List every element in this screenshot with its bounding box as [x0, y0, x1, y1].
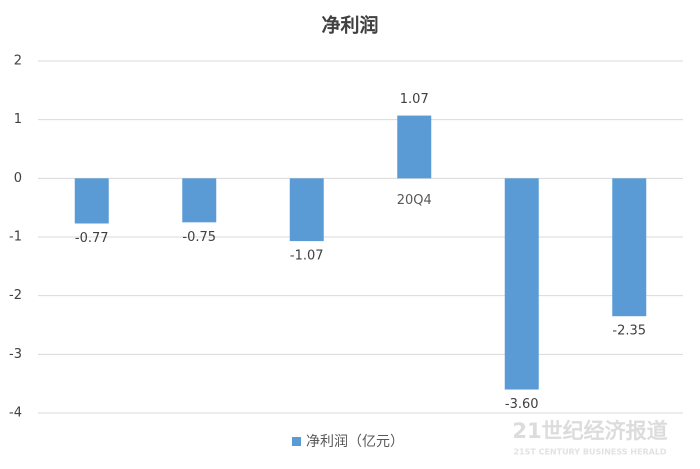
- legend-swatch: [292, 437, 301, 446]
- chart-title: 净利润: [321, 14, 378, 37]
- y-tick-label: 1: [14, 112, 22, 127]
- value-label: 1.07: [400, 92, 429, 107]
- y-tick-label: 0: [14, 171, 22, 186]
- bar: [74, 178, 109, 224]
- bar: [397, 115, 432, 179]
- value-label: -0.75: [182, 230, 216, 245]
- bar: [182, 178, 217, 223]
- bar: [504, 178, 539, 390]
- y-tick-label: -3: [9, 347, 22, 362]
- value-label: -0.77: [75, 231, 109, 246]
- y-tick-label: 2: [14, 54, 22, 69]
- value-label: -2.35: [612, 324, 646, 339]
- value-label: -1.07: [290, 249, 324, 264]
- y-tick-label: -4: [9, 406, 22, 421]
- y-tick-label: -1: [9, 230, 22, 245]
- x-tick-label: 20Q4: [397, 193, 432, 208]
- value-label: -3.60: [505, 397, 539, 412]
- bar: [289, 178, 324, 242]
- bar: [612, 178, 647, 317]
- watermark-subtitle: 21ST CENTURY BUSINESS HERALD: [513, 448, 666, 457]
- watermark-title: 21世纪经济报道: [512, 419, 667, 443]
- y-tick-label: -2: [9, 288, 22, 303]
- legend-label: 净利润（亿元）: [306, 434, 404, 450]
